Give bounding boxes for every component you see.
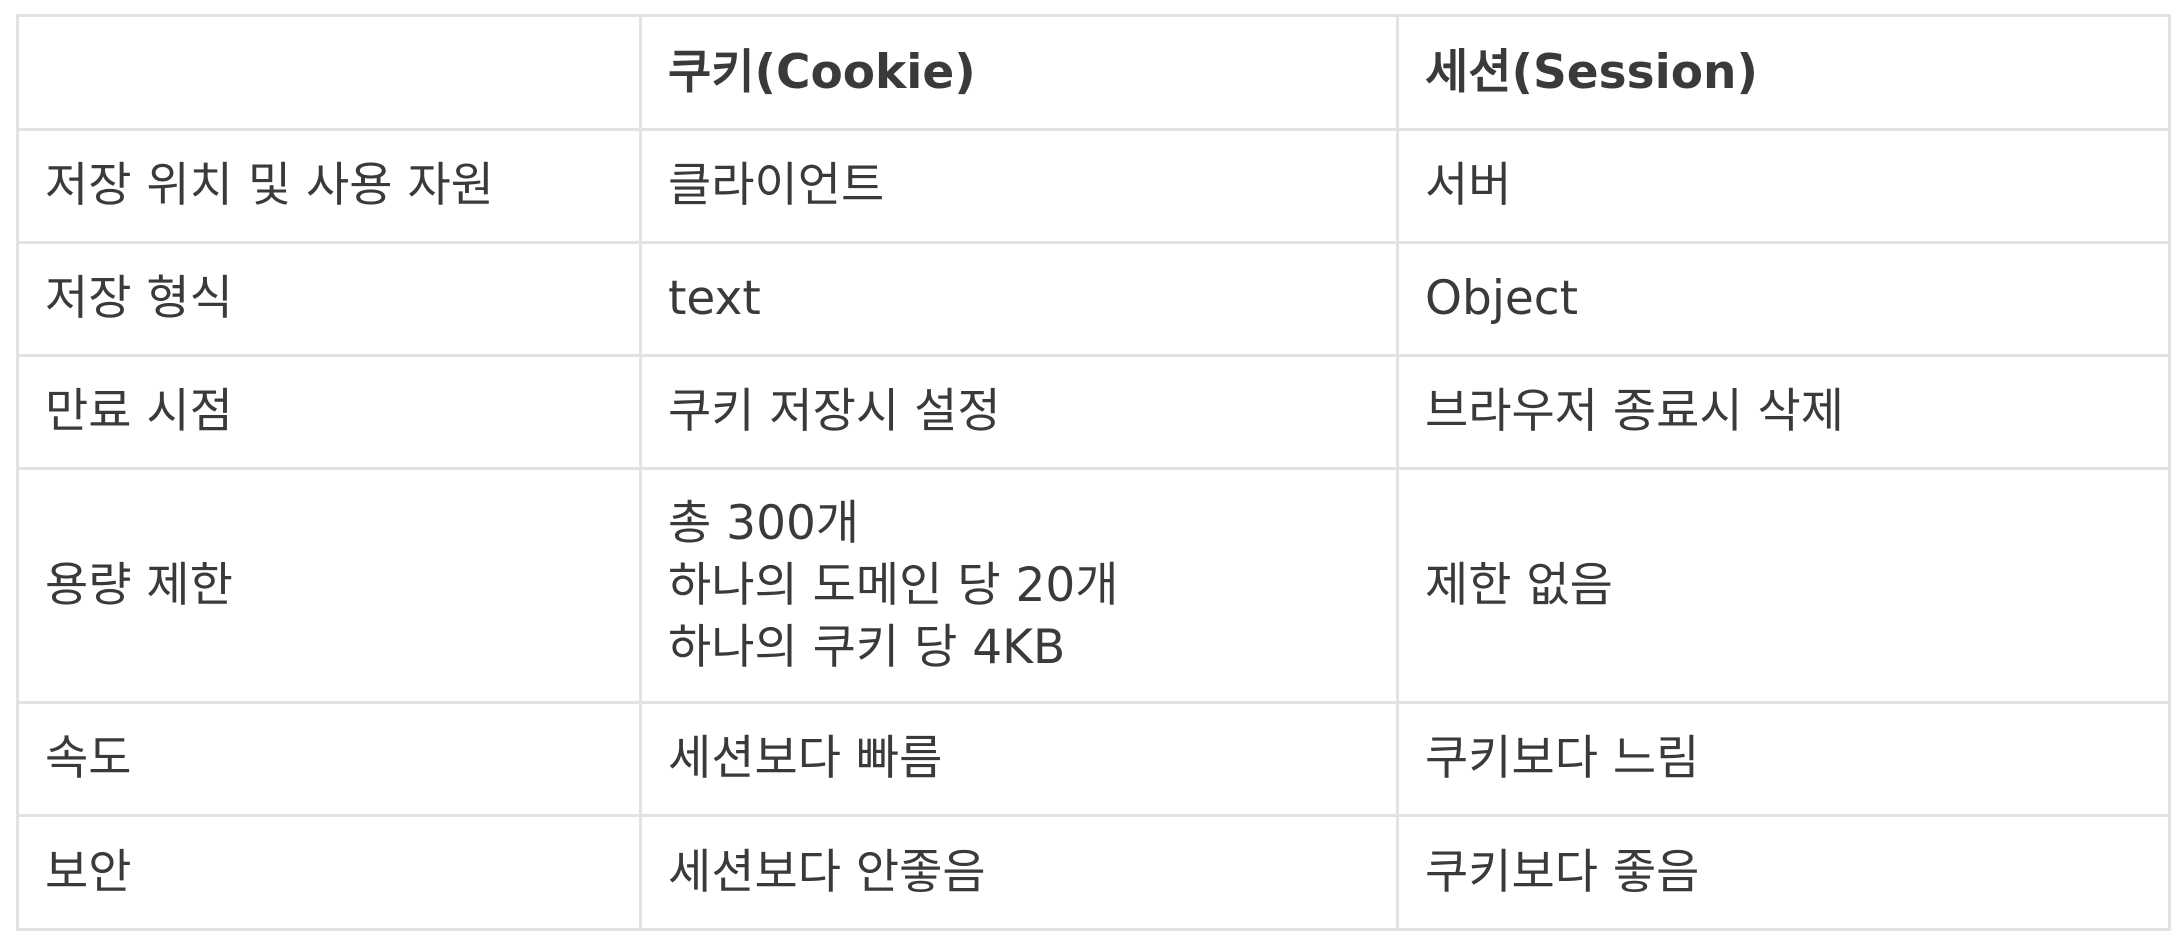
table-row-capacity: 용량 제한 총 300개 하나의 도메인 당 20개 하나의 쿠키 당 4KB … — [16, 467, 2171, 704]
cookie-capacity-line: 총 300개 — [668, 495, 860, 551]
cell-cookie-storage-location: 클라이언트 — [639, 128, 1399, 244]
row-label-expiration: 만료 시점 — [16, 354, 642, 470]
cell-session-storage-format: Object — [1396, 241, 2171, 357]
cell-session-capacity: 제한 없음 — [1396, 467, 2171, 704]
cell-cookie-security: 세션보다 안좋음 — [639, 814, 1399, 931]
cell-session-storage-location: 서버 — [1396, 128, 2171, 244]
cookie-capacity-line: 하나의 도메인 당 20개 — [668, 557, 1119, 613]
column-header-session: 세션(Session) — [1396, 14, 2171, 131]
cell-cookie-capacity: 총 300개 하나의 도메인 당 20개 하나의 쿠키 당 4KB — [639, 467, 1399, 704]
table-row-storage-location: 저장 위치 및 사용 자원 클라이언트 서버 — [16, 128, 2171, 244]
cell-cookie-expiration: 쿠키 저장시 설정 — [639, 354, 1399, 470]
row-label-security: 보안 — [16, 814, 642, 931]
comparison-table: 쿠키(Cookie) 세션(Session) 저장 위치 및 사용 자원 클라이… — [16, 14, 2171, 931]
row-label-storage-location: 저장 위치 및 사용 자원 — [16, 128, 642, 244]
table-row-storage-format: 저장 형식 text Object — [16, 241, 2171, 357]
cell-session-expiration: 브라우저 종료시 삭제 — [1396, 354, 2171, 470]
column-header-cookie: 쿠키(Cookie) — [639, 14, 1399, 131]
cell-cookie-storage-format: text — [639, 241, 1399, 357]
table-row-security: 보안 세션보다 안좋음 쿠키보다 좋음 — [16, 814, 2171, 931]
corner-cell — [16, 14, 642, 131]
row-label-storage-format: 저장 형식 — [16, 241, 642, 357]
table-row-speed: 속도 세션보다 빠름 쿠키보다 느림 — [16, 701, 2171, 817]
cookie-capacity-line: 하나의 쿠키 당 4KB — [668, 619, 1066, 675]
table-row-expiration: 만료 시점 쿠키 저장시 설정 브라우저 종료시 삭제 — [16, 354, 2171, 470]
cell-session-speed: 쿠키보다 느림 — [1396, 701, 2171, 817]
row-label-capacity: 용량 제한 — [16, 467, 642, 704]
row-label-speed: 속도 — [16, 701, 642, 817]
cell-cookie-speed: 세션보다 빠름 — [639, 701, 1399, 817]
table-header-row: 쿠키(Cookie) 세션(Session) — [16, 14, 2171, 131]
cell-session-security: 쿠키보다 좋음 — [1396, 814, 2171, 931]
